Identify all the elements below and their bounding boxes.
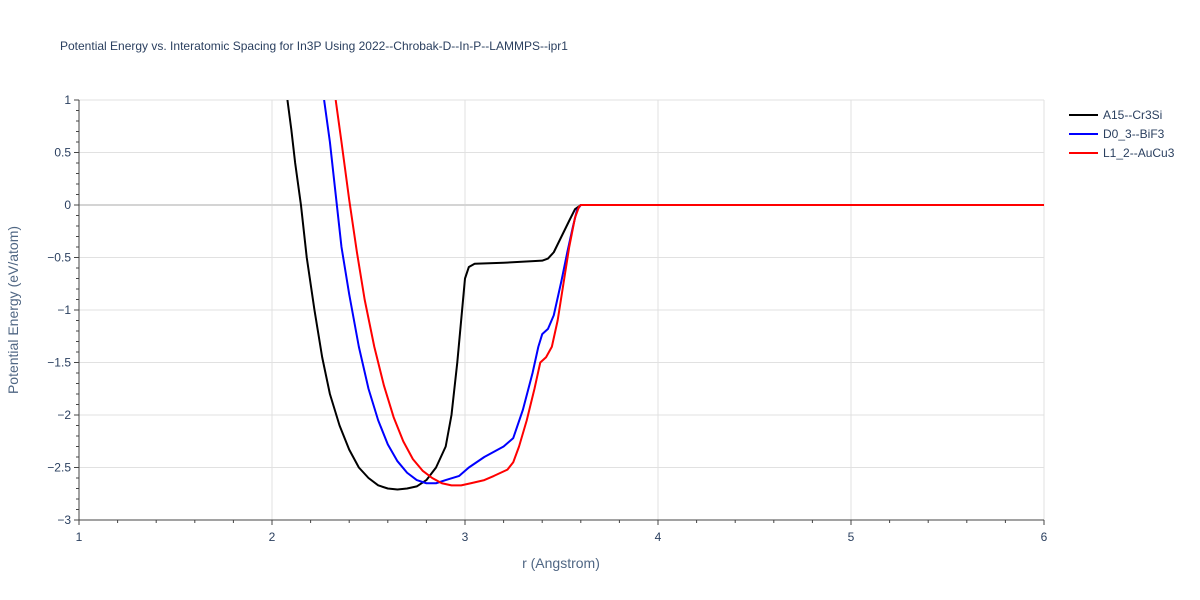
legend[interactable]: A15--Cr3Si D0_3--BiF3 L1_2--AuCu3: [1069, 108, 1175, 160]
y-tick-label: −1.5: [47, 356, 71, 370]
y-tick-label: −2.5: [47, 461, 71, 475]
y-tick-label: 0: [64, 198, 71, 212]
x-tick-label: 3: [462, 530, 469, 544]
y-tick-label: 0.5: [54, 146, 71, 160]
y-tick-label: −1: [57, 303, 71, 317]
y-tick-label: −3: [57, 513, 71, 527]
legend-label: A15--Cr3Si: [1103, 108, 1162, 122]
x-axis-title: r (Angstrom): [522, 555, 600, 571]
x-tick-label: 6: [1041, 530, 1048, 544]
legend-item-2[interactable]: L1_2--AuCu3: [1069, 146, 1175, 160]
x-tick-label: 1: [76, 530, 83, 544]
plot-area: [286, 100, 1044, 491]
legend-label: D0_3--BiF3: [1103, 127, 1165, 141]
legend-item-1[interactable]: D0_3--BiF3: [1069, 127, 1165, 141]
legend-label: L1_2--AuCu3: [1103, 146, 1175, 160]
y-axis-title: Potential Energy (eV/atom): [5, 226, 21, 394]
y-tick-label: 1: [64, 93, 71, 107]
x-tick-label: 2: [269, 530, 276, 544]
y-tick-label: −0.5: [47, 251, 71, 265]
y-tick-label: −2: [57, 408, 71, 422]
series-line-2: [334, 100, 1044, 487]
grid-layer: [79, 99, 1045, 520]
series-line-1: [323, 100, 1044, 485]
chart-title: Potential Energy vs. Interatomic Spacing…: [60, 39, 568, 53]
axis-layer: 1 2 3 4 5 6 1 0.5 0 −0.5 −1 −1.5 −2 −2.5 −3: [47, 93, 1047, 544]
x-tick-label: 5: [848, 530, 855, 544]
series-line-0: [286, 100, 1044, 491]
x-tick-label: 4: [655, 530, 662, 544]
legend-item-0[interactable]: A15--Cr3Si: [1069, 108, 1162, 122]
